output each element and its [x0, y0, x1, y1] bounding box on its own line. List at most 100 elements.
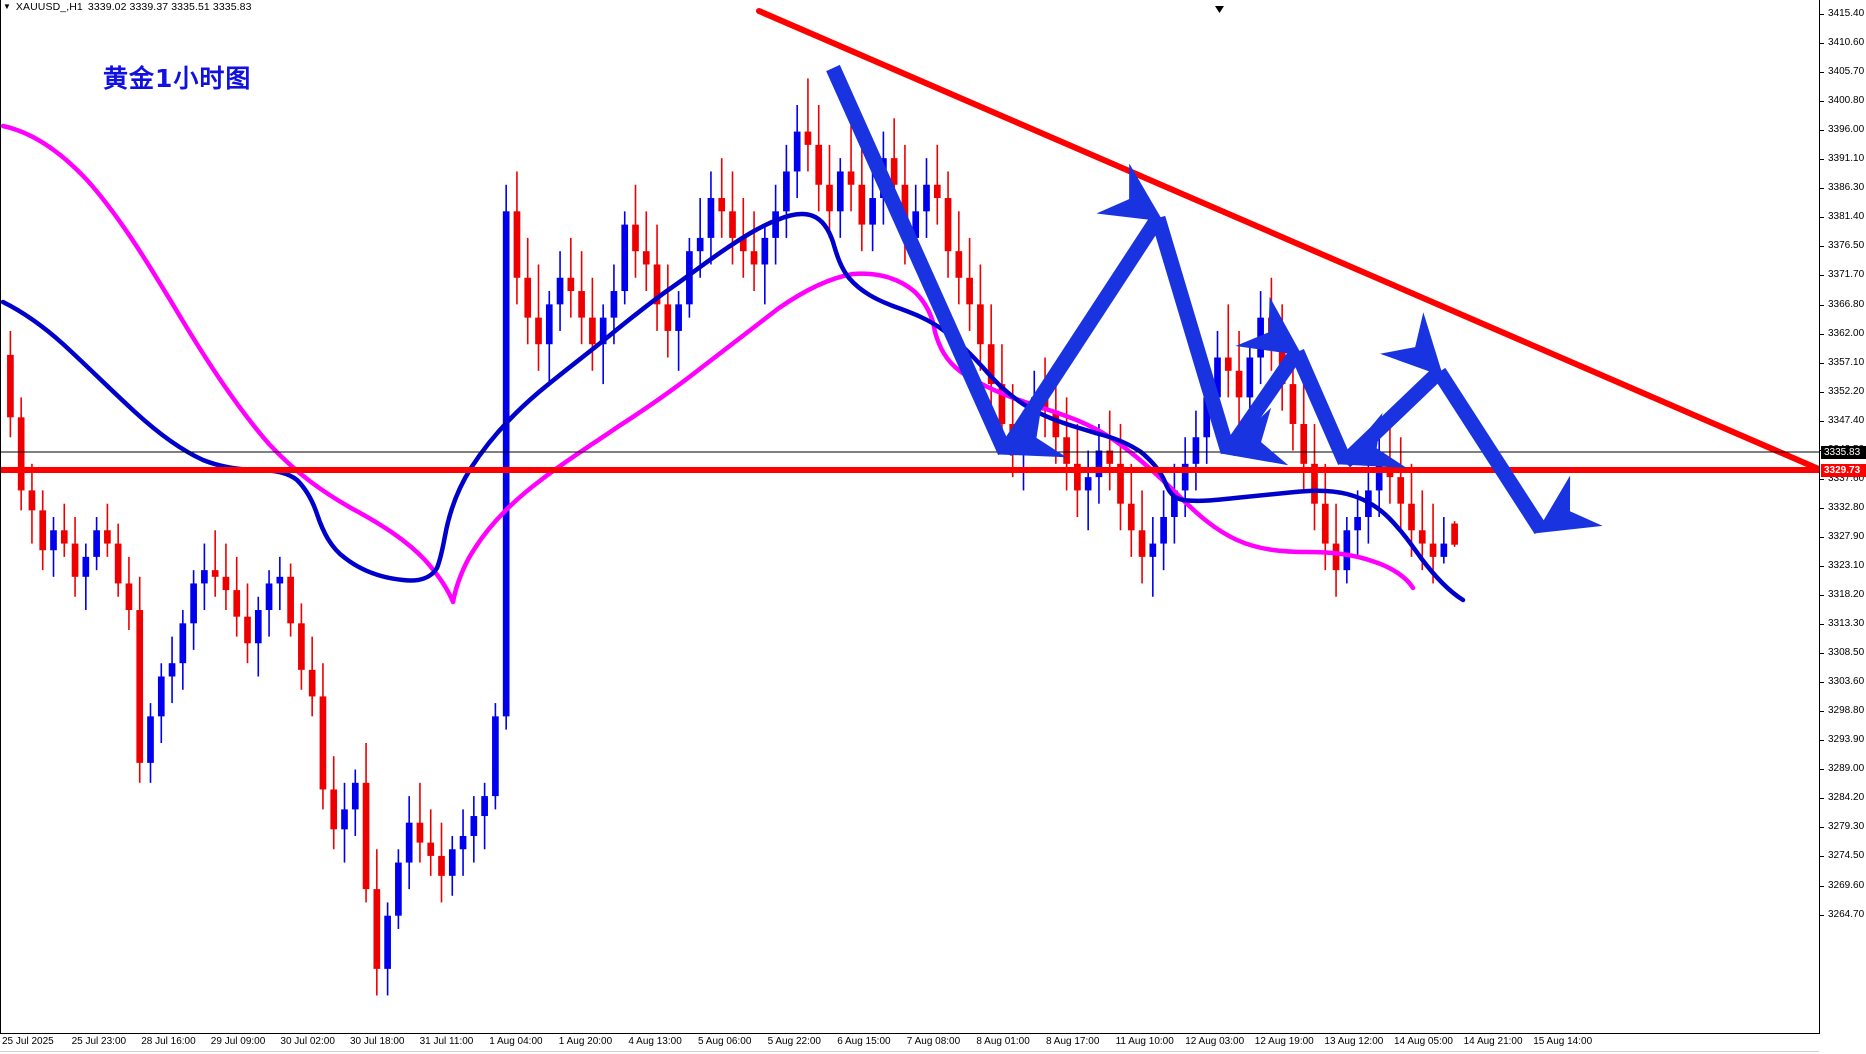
crosshair-marker — [1215, 0, 1224, 13]
candle-body — [1127, 503, 1135, 531]
candle-body — [578, 291, 585, 318]
chart-title-annotation: 黄金1小时图 — [103, 64, 252, 93]
candle-body — [319, 696, 327, 790]
candle-body — [944, 198, 952, 252]
candle-body — [351, 782, 359, 810]
candle-body — [535, 317, 542, 345]
candle-body — [438, 855, 445, 876]
candle-body — [804, 131, 812, 145]
projection-arrows[interactable] — [826, 64, 1603, 535]
descending-trendline[interactable] — [756, 8, 1819, 473]
candle-body — [869, 198, 876, 225]
time-tick-label: 13 Aug 12:00 — [1324, 1036, 1384, 1047]
price-tick-label: 3318.20 — [1820, 589, 1864, 601]
chevron-down-icon[interactable]: ▼ — [3, 2, 11, 11]
price-tick-label: 3391.10 — [1820, 153, 1864, 165]
time-tick-label: 14 Aug 05:00 — [1394, 1036, 1453, 1047]
candle-body — [621, 224, 629, 292]
time-tick-label: 28 Jul 16:00 — [141, 1036, 196, 1047]
price-tick-label: 3337.60 — [1820, 473, 1864, 485]
candle-body — [1074, 463, 1081, 491]
candle-body — [179, 623, 187, 664]
candle-body — [1106, 450, 1114, 464]
candle-body — [966, 277, 973, 305]
candle-body — [718, 198, 726, 212]
candle-body — [1203, 397, 1211, 438]
price-tick-label: 3327.90 — [1820, 531, 1864, 543]
candle-body — [524, 277, 532, 318]
price-tick-label: 3381.40 — [1820, 211, 1864, 223]
candle-body — [599, 317, 607, 345]
candle-body — [1343, 530, 1351, 571]
price-tick-label: 3313.30 — [1820, 618, 1864, 630]
candle-body — [39, 510, 47, 551]
ma-fast-line — [1, 211, 1466, 603]
chart-plot-area[interactable] — [0, 0, 1819, 1034]
price-tick-label: 3371.70 — [1820, 269, 1864, 281]
candle-body — [955, 251, 963, 278]
candle-body — [783, 171, 790, 212]
price-tick-label: 3347.40 — [1820, 415, 1864, 427]
candle-body — [93, 530, 100, 557]
candle-body — [1171, 490, 1178, 517]
price-tick-label: 3366.80 — [1820, 299, 1864, 311]
candle-body — [114, 543, 122, 584]
candle-body — [82, 556, 90, 577]
candle-body — [1257, 317, 1264, 358]
time-tick-label: 15 Aug 14:00 — [1533, 1036, 1593, 1047]
candle-body — [448, 849, 456, 876]
candle-body — [1321, 503, 1329, 544]
candle-body — [772, 211, 779, 238]
candle-body — [696, 237, 704, 252]
symbol-bar: ▼ XAUUSD_,H1 3339.02 3339.37 3335.51 333… — [0, 0, 1866, 14]
candle-body — [556, 277, 564, 305]
price-tick-label: 3415.40 — [1820, 8, 1864, 20]
candle-body — [836, 171, 844, 212]
candle-body — [739, 237, 747, 252]
candle-body — [567, 277, 575, 292]
candle-body — [890, 158, 898, 185]
candle-body — [923, 184, 930, 212]
candle-body — [729, 211, 736, 238]
candle-body — [362, 782, 370, 890]
time-tick-label: 14 Aug 21:00 — [1463, 1036, 1523, 1047]
price-tick-label: 3376.50 — [1820, 240, 1864, 252]
candle-body — [211, 570, 219, 577]
time-tick-label: 8 Aug 01:00 — [976, 1036, 1030, 1047]
candle-body — [287, 576, 294, 624]
price-axis[interactable]: 3415.40 3410.60 3405.70 3400.80 3396.00 3391.… — [1819, 0, 1866, 1034]
time-axis[interactable]: 25 Jul 2025 25 Jul 23:00 28 Jul 16:00 29 Ju… — [0, 1035, 1819, 1054]
candle-body — [1418, 530, 1426, 544]
candle-body — [1117, 463, 1124, 504]
price-tick-label: 3323.10 — [1820, 560, 1864, 572]
candle-body — [28, 490, 36, 511]
candle-body — [1451, 523, 1458, 545]
support-level-badge: 3329.73 — [1821, 464, 1866, 477]
candle-body — [1332, 543, 1340, 571]
candle-body — [384, 915, 391, 969]
candle-body — [416, 822, 424, 843]
candle-body — [793, 131, 801, 172]
candle-body — [632, 224, 639, 252]
price-tick-label: 3405.70 — [1820, 66, 1864, 78]
time-tick-label: 5 Aug 22:00 — [767, 1036, 821, 1047]
candle-body — [341, 809, 348, 830]
candle-body — [1181, 463, 1189, 491]
time-tick-label: 30 Jul 02:00 — [280, 1036, 335, 1047]
candle-body — [847, 171, 855, 185]
candle-body — [545, 304, 553, 345]
time-tick-label: 6 Aug 15:00 — [837, 1036, 891, 1047]
candle-body — [104, 530, 111, 544]
candle-body — [1235, 370, 1243, 398]
price-tick-label: 3410.60 — [1820, 37, 1864, 49]
candle-body — [157, 676, 165, 717]
price-tick-label: 3303.60 — [1820, 676, 1864, 688]
price-tick-label: 3264.70 — [1820, 909, 1864, 921]
candle-body — [686, 251, 693, 305]
time-tick-label: 1 Aug 20:00 — [558, 1036, 613, 1047]
candle-body — [1084, 477, 1092, 491]
candle-body — [308, 669, 316, 697]
time-tick-label: 12 Aug 19:00 — [1254, 1036, 1314, 1047]
candle-body — [71, 543, 79, 577]
time-axis-baseline — [0, 1051, 1819, 1052]
